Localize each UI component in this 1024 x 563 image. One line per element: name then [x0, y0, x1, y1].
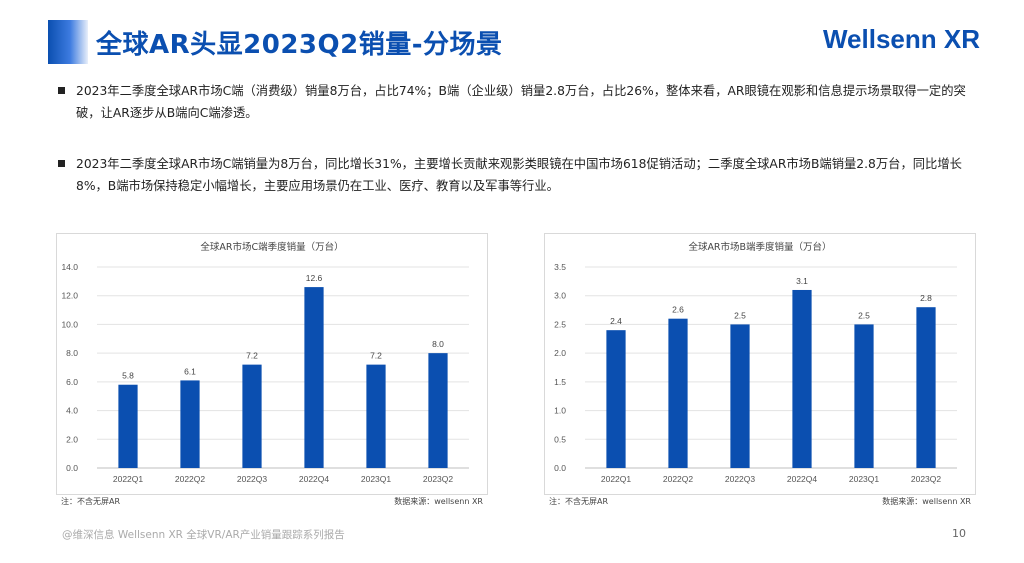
data-label: 7.2 [246, 351, 258, 361]
x-tick-label: 2023Q1 [361, 474, 392, 484]
bar [180, 380, 200, 468]
x-tick-label: 2022Q3 [725, 474, 756, 484]
y-tick-label: 0.5 [554, 434, 566, 444]
bar [668, 318, 688, 468]
chart-c-note: 注：不含无屏AR [61, 497, 121, 506]
data-label: 3.1 [796, 276, 808, 286]
y-tick-label: 4.0 [66, 406, 78, 416]
data-label: 2.5 [858, 310, 870, 320]
y-tick-label: 8.0 [66, 348, 78, 358]
bar [730, 324, 750, 468]
data-label: 12.6 [306, 273, 323, 283]
chart-b-source: 数据来源：wellsenn XR [882, 497, 971, 506]
data-label: 2.8 [920, 293, 932, 303]
x-tick-label: 2022Q2 [175, 474, 206, 484]
y-tick-label: 3.5 [554, 262, 566, 272]
bullet-square-icon [58, 87, 65, 94]
bar [242, 364, 262, 468]
data-label: 2.5 [734, 310, 746, 320]
b-end-bar-chart: 全球AR市场B端季度销量（万台） 0.0 0.5 1.0 1.5 2.0 2.5 3.0 3.5… [554, 241, 957, 484]
x-tick-label: 2023Q1 [849, 474, 880, 484]
chart-b-note: 注：不含无屏AR [549, 497, 609, 506]
x-tick-label: 2023Q2 [423, 474, 454, 484]
x-tick-label: 2022Q2 [663, 474, 694, 484]
y-tick-label: 3.0 [554, 291, 566, 301]
bar [916, 307, 936, 468]
bar [428, 353, 448, 468]
x-tick-label: 2022Q3 [237, 474, 268, 484]
y-tick-label: 0.0 [554, 463, 566, 473]
bullet-1: 2023年二季度全球AR市场C端（消费级）销量8万台，占比74%；B端（企业级）… [58, 80, 988, 124]
y-tick-label: 2.0 [66, 434, 78, 444]
bar [606, 330, 626, 468]
chart-title: 全球AR市场C端季度销量（万台） [200, 241, 343, 253]
y-tick-label: 0.0 [66, 463, 78, 473]
bar [792, 289, 812, 468]
wellsenn-logo: Wellsenn XR [822, 24, 980, 54]
bar [366, 364, 386, 468]
data-label: 5.8 [122, 371, 134, 381]
y-tick-label: 14.0 [61, 262, 78, 272]
footer-text: @维深信息 Wellsenn XR 全球VR/AR产业销量跟踪系列报告 [62, 529, 345, 541]
x-tick-label: 2022Q1 [601, 474, 632, 484]
data-label: 7.2 [370, 351, 382, 361]
x-tick-label: 2022Q4 [787, 474, 818, 484]
y-tick-label: 10.0 [61, 319, 78, 329]
y-tick-label: 1.5 [554, 377, 566, 387]
data-label: 6.1 [184, 366, 196, 376]
chart-title: 全球AR市场B端季度销量（万台） [688, 241, 831, 253]
bullet-square-icon [58, 160, 65, 167]
chart-b-end: 全球AR市场B端季度销量（万台） 0.0 0.5 1.0 1.5 2.0 2.5 3.0 3.5… [544, 233, 976, 506]
page-title: 全球AR头显2023Q2销量-分场景 [96, 30, 503, 60]
bullet-1-text: 2023年二季度全球AR市场C端（消费级）销量8万台，占比74%；B端（企业级）… [76, 84, 966, 120]
y-tick-label: 1.0 [554, 406, 566, 416]
y-tick-label: 2.5 [554, 319, 566, 329]
y-tick-label: 6.0 [66, 377, 78, 387]
y-tick-label: 12.0 [61, 291, 78, 301]
bar [304, 287, 324, 468]
y-tick-label: 2.0 [554, 348, 566, 358]
title-accent-bar [48, 20, 88, 64]
x-tick-label: 2022Q1 [113, 474, 144, 484]
data-label: 8.0 [432, 339, 444, 349]
bar [854, 324, 874, 468]
bar [118, 384, 138, 468]
bullet-2-text: 2023年二季度全球AR市场C端销量为8万台，同比增长31%，主要增长贡献来观影… [76, 157, 962, 193]
page-number: 10 [952, 527, 966, 540]
c-end-bar-chart: 全球AR市场C端季度销量（万台） 0.0 2.0 4.0 6.0 8.0 10.0 12.0 1… [61, 241, 469, 484]
x-tick-label: 2022Q4 [299, 474, 330, 484]
data-label: 2.6 [672, 305, 684, 315]
bullet-2: 2023年二季度全球AR市场C端销量为8万台，同比增长31%，主要增长贡献来观影… [58, 153, 988, 197]
data-label: 2.4 [610, 316, 622, 326]
chart-c-end: 全球AR市场C端季度销量（万台） 0.0 2.0 4.0 6.0 8.0 10.0 12.0 1… [56, 233, 488, 506]
x-tick-label: 2023Q2 [911, 474, 942, 484]
chart-c-source: 数据来源：wellsenn XR [394, 497, 483, 506]
